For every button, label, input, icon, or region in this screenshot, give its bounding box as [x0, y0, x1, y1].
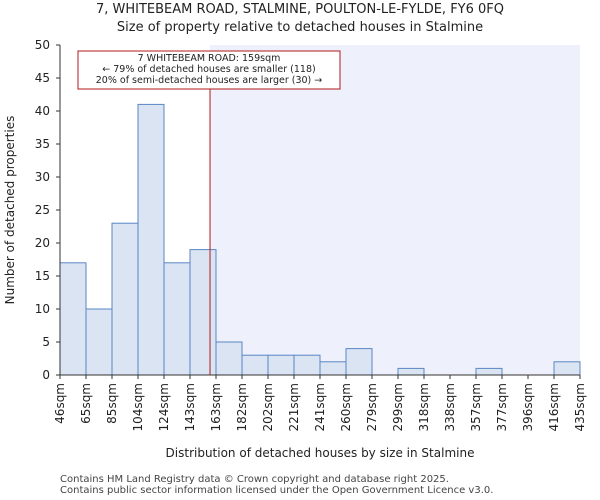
- x-tick-label: 163sqm: [209, 383, 223, 431]
- y-axis-ticks: 0 5 10 15 20 25 30 35 40 45 50: [35, 38, 60, 382]
- x-tick-label: 85sqm: [105, 383, 119, 424]
- y-tick-label: 35: [35, 137, 50, 151]
- bar-202sqm: [267, 354, 295, 376]
- x-tick-label: 104sqm: [131, 383, 145, 431]
- y-tick-label: 5: [42, 335, 50, 349]
- bar-143sqm: [189, 249, 217, 376]
- x-tick-label: 65sqm: [79, 383, 93, 424]
- y-tick-label: 50: [35, 38, 50, 52]
- y-tick-label: 15: [35, 269, 50, 283]
- x-tick-label: 435sqm: [573, 383, 587, 431]
- bar-124sqm: [163, 262, 191, 376]
- x-tick-label: 202sqm: [261, 383, 275, 431]
- x-tick-label: 182sqm: [235, 383, 249, 431]
- y-tick-label: 30: [35, 170, 50, 184]
- footer-line-1: Contains HM Land Registry data © Crown c…: [60, 474, 449, 485]
- x-tick-label: 124sqm: [157, 383, 171, 431]
- annotation-line-3: 20% of semi-detached houses are larger (…: [96, 75, 323, 86]
- x-axis-label: Distribution of detached houses by size …: [166, 446, 475, 460]
- y-tick-label: 25: [35, 203, 50, 217]
- bars: [59, 103, 581, 376]
- x-tick-label: 241sqm: [313, 383, 327, 431]
- x-tick-label: 143sqm: [183, 383, 197, 431]
- bar-46sqm: [59, 262, 87, 376]
- y-axis-label: Number of detached properties: [3, 116, 17, 305]
- x-tick-label: 377sqm: [495, 383, 509, 431]
- bar-182sqm: [241, 354, 269, 376]
- bar-241sqm: [319, 361, 347, 376]
- annotation-line-2: ← 79% of detached houses are smaller (11…: [102, 64, 315, 75]
- chart-title: 7, WHITEBEAM ROAD, STALMINE, POULTON-LE-…: [96, 2, 504, 17]
- larger-region-shade: [210, 45, 580, 375]
- bar-104sqm: [137, 103, 165, 376]
- x-tick-label: 299sqm: [391, 383, 405, 431]
- x-tick-label: 338sqm: [443, 383, 457, 431]
- y-tick-label: 10: [35, 302, 50, 316]
- bar-65sqm: [85, 308, 113, 376]
- x-axis-ticks: 46sqm 65sqm 85sqm 104sqm 124sqm 143sqm 163sqm 1…: [53, 375, 587, 431]
- x-tick-label: 221sqm: [287, 383, 301, 431]
- x-tick-label: 318sqm: [417, 383, 431, 431]
- bar-260sqm: [345, 348, 373, 376]
- annotation-box: [77, 50, 341, 90]
- y-tick-label: 45: [35, 71, 50, 85]
- x-tick-label: 357sqm: [469, 383, 483, 431]
- footer-line-2: Contains public sector information licen…: [60, 485, 494, 496]
- x-tick-label: 416sqm: [547, 383, 561, 431]
- bar-163sqm: [215, 341, 243, 376]
- bar-299sqm: [397, 367, 425, 376]
- x-tick-label: 396sqm: [521, 383, 535, 431]
- bar-416sqm: [553, 361, 581, 376]
- bar-85sqm: [111, 222, 139, 376]
- y-tick-label: 40: [35, 104, 50, 118]
- bar-221sqm: [293, 354, 321, 376]
- y-tick-label: 20: [35, 236, 50, 250]
- x-tick-label: 279sqm: [365, 383, 379, 431]
- x-tick-label: 46sqm: [53, 383, 67, 424]
- chart-subtitle: Size of property relative to detached ho…: [117, 20, 483, 35]
- y-tick-label: 0: [42, 368, 50, 382]
- x-tick-label: 260sqm: [339, 383, 353, 431]
- bar-357sqm: [475, 367, 503, 376]
- annotation-line-1: 7 WHITEBEAM ROAD: 159sqm: [138, 53, 281, 64]
